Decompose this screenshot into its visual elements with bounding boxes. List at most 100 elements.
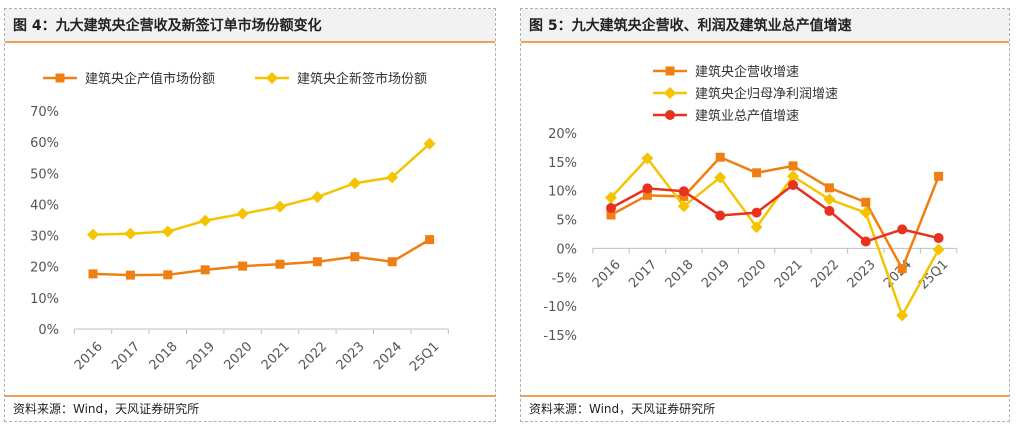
y-tick-label: 5%	[556, 214, 577, 229]
data-point	[606, 203, 616, 214]
data-point	[715, 152, 725, 162]
data-point	[751, 207, 762, 218]
series-line	[610, 183, 939, 243]
data-point	[677, 200, 690, 213]
y-tick-label: 70%	[30, 105, 59, 120]
data-point	[87, 228, 99, 241]
x-tick-label: 2020	[221, 339, 255, 373]
data-point	[823, 193, 836, 206]
y-tick-label: 0%	[38, 323, 59, 338]
data-point	[750, 221, 763, 234]
data-point	[859, 206, 872, 219]
legend-marker	[266, 72, 278, 84]
data-point	[824, 205, 835, 216]
legend-marker	[664, 87, 676, 99]
y-tick-label: 0%	[556, 242, 577, 257]
data-point	[163, 270, 173, 280]
data-point	[679, 191, 689, 201]
data-point	[897, 264, 907, 274]
y-tick-label: 20%	[30, 261, 59, 276]
y-tick-label: -10%	[543, 300, 577, 315]
data-point	[788, 161, 798, 171]
x-tick-label: 2022	[808, 257, 842, 291]
data-point	[787, 170, 799, 183]
data-point	[311, 190, 324, 203]
data-point	[161, 225, 174, 238]
data-point	[933, 233, 944, 244]
x-tick-label: 2018	[147, 339, 181, 373]
y-tick-label: 10%	[548, 185, 577, 200]
data-point	[642, 183, 653, 194]
data-point	[386, 171, 399, 184]
y-tick-label: 50%	[30, 167, 59, 182]
data-point	[715, 210, 726, 221]
x-tick-label: 2016	[590, 257, 624, 291]
legend-label: 建筑业总产值增速	[695, 108, 799, 124]
x-tick-label: 2016	[72, 339, 106, 373]
data-point	[238, 261, 248, 271]
y-tick-label: 10%	[30, 292, 59, 307]
legend-marker	[55, 73, 65, 83]
y-tick-label: 20%	[548, 127, 577, 142]
data-point	[934, 171, 944, 181]
legend-marker	[665, 66, 675, 76]
x-tick-label: 2017	[626, 257, 660, 291]
y-tick-label: 40%	[30, 198, 59, 213]
data-point	[932, 243, 945, 256]
y-tick-label: -5%	[552, 271, 577, 286]
data-point	[605, 191, 617, 204]
data-point	[678, 186, 689, 197]
y-tick-label: 30%	[30, 230, 59, 245]
chart-title: 图 5：九大建筑央企营收、利润及建筑业总产值增速	[521, 9, 1009, 43]
x-tick-label: 2023	[334, 339, 368, 373]
data-point	[88, 269, 98, 279]
data-point	[860, 236, 871, 247]
x-tick-label: 2017	[109, 339, 143, 373]
data-point	[788, 179, 798, 190]
x-tick-label: 2022	[296, 339, 330, 373]
data-point	[312, 257, 322, 267]
x-tick-label: 2021	[772, 257, 806, 291]
x-tick-label: 2023	[845, 257, 879, 291]
x-tick-label: 2021	[259, 339, 293, 373]
series-line	[92, 142, 431, 236]
data-point	[752, 168, 762, 178]
data-point	[125, 270, 135, 280]
data-point	[641, 152, 654, 165]
data-point	[861, 197, 871, 207]
legend-label: 建筑央企归母净利润增速	[695, 86, 838, 102]
chart-panel-left: 图 4：九大建筑央企营收及新签订单市场份额变化 建筑央企产值市场份额 建筑央企新签…	[4, 8, 496, 422]
data-point	[274, 200, 286, 213]
data-point	[200, 265, 210, 275]
x-tick-label: 2018	[663, 257, 697, 291]
data-point	[350, 252, 360, 262]
x-tick-label: 2020	[735, 257, 769, 291]
chart-panel-right: 图 5：九大建筑央企营收、利润及建筑业总产值增速 建筑央企营收增速建筑央企归母净…	[520, 8, 1010, 422]
x-tick-label: 25Q1	[916, 257, 951, 292]
data-point	[897, 224, 908, 235]
x-tick-label: 25Q1	[407, 339, 442, 374]
data-point	[199, 214, 212, 227]
data-point	[236, 207, 249, 220]
data-point	[387, 257, 397, 267]
source-note: 资料来源：Wind，天风证券研究所	[5, 395, 495, 421]
series-line	[92, 238, 431, 277]
data-point	[423, 137, 436, 150]
data-point	[348, 177, 361, 190]
x-tick-label: 2019	[184, 339, 218, 373]
chart-title: 图 4：九大建筑央企营收及新签订单市场份额变化	[5, 9, 495, 43]
source-note: 资料来源：Wind，天风证券研究所	[521, 395, 1009, 421]
line-chart-market-share: 建筑央企产值市场份额 建筑央企新签市场份额 0% 10% 20% 30% 40% 50% 60%…	[30, 71, 449, 375]
y-tick-label: -15%	[543, 329, 577, 344]
data-point	[896, 309, 909, 322]
data-point	[275, 259, 285, 269]
legend-marker	[665, 110, 675, 120]
legend-label: 建筑央企营收增速	[695, 64, 799, 80]
data-point	[425, 235, 435, 245]
series-line	[610, 157, 940, 317]
data-point	[606, 210, 616, 220]
data-point	[824, 183, 834, 193]
x-tick-label: 2024	[371, 339, 405, 373]
legend-label: 建筑央企新签市场份额	[297, 71, 427, 87]
